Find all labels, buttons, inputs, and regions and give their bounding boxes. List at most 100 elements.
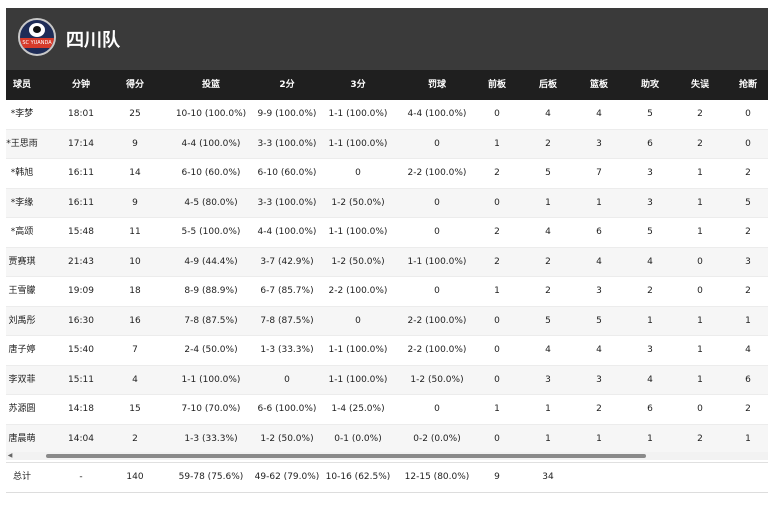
- column-header-turnovers[interactable]: 失误: [690, 80, 709, 90]
- cell-player[interactable]: 贾赛琪: [8, 256, 36, 267]
- cell-ft: 2-2 (100.0%): [407, 168, 467, 178]
- cell-player[interactable]: 刘禹彤: [8, 315, 36, 326]
- cell-points: 16: [129, 315, 141, 326]
- cell-steals: 2: [745, 168, 751, 178]
- cell-steals: 6: [745, 374, 751, 385]
- column-header-two-pt[interactable]: 2分: [279, 80, 295, 90]
- cell-points: 9: [132, 138, 138, 149]
- cell-turnovers: 2: [697, 433, 703, 444]
- cell-def-reb: 1: [545, 433, 551, 444]
- column-header-def-reb[interactable]: 后板: [538, 80, 557, 90]
- column-header-rebounds[interactable]: 篮板: [589, 80, 608, 90]
- cell-player[interactable]: *王思雨: [6, 138, 38, 149]
- cell-off-reb: 0: [494, 109, 500, 119]
- cell-player[interactable]: 苏源圆: [8, 404, 36, 414]
- cell-two-pt: 6-6 (100.0%): [257, 404, 317, 414]
- player-rows: *李梦 18:01 25 10-10 (100.0%) 9-9 (100.0%) 1-1 …: [6, 100, 768, 454]
- cell-player[interactable]: 王雪朦: [8, 286, 36, 296]
- scroll-thumb[interactable]: [46, 454, 646, 458]
- cell-player[interactable]: *韩旭: [10, 168, 34, 178]
- cell-two-pt: 3-7 (42.9%): [260, 256, 314, 267]
- cell-three-pt: 1-2 (50.0%): [331, 256, 385, 267]
- table-row: 唐子婷 15:40 7 2-4 (50.0%) 1-3 (33.3%) 1-1 (100.…: [6, 336, 768, 366]
- cell-ft: 0: [434, 227, 440, 237]
- cell-assists: 3: [647, 168, 653, 178]
- table-row: 刘禹彤 16:30 16 7-8 (87.5%) 7-8 (87.5%) 0 2-2 (10…: [6, 306, 768, 336]
- cell-rebounds: 1: [596, 197, 602, 208]
- cell-assists: 6: [647, 138, 653, 149]
- cell-steals: 2: [745, 286, 751, 296]
- totals-rebounds: [579, 463, 619, 492]
- cell-turnovers: 1: [697, 345, 703, 355]
- team-logo: SC YUANDA: [18, 18, 56, 56]
- cell-points: 15: [129, 404, 141, 414]
- cell-fg: 5-5 (100.0%): [181, 227, 241, 237]
- cell-points: 18: [129, 286, 141, 296]
- cell-three-pt: 1-1 (100.0%): [328, 227, 388, 237]
- cell-rebounds: 6: [596, 227, 602, 237]
- cell-minutes: 14:18: [68, 404, 94, 414]
- cell-assists: 6: [647, 404, 653, 414]
- cell-assists: 2: [647, 286, 653, 296]
- cell-fg: 7-10 (70.0%): [181, 404, 241, 414]
- table-row: 苏源圆 14:18 15 7-10 (70.0%) 6-6 (100.0%) 1-4 (2…: [6, 395, 768, 425]
- cell-turnovers: 1: [697, 227, 703, 237]
- cell-def-reb: 4: [545, 345, 551, 355]
- cell-steals: 2: [745, 227, 751, 237]
- cell-two-pt: 1-2 (50.0%): [260, 433, 314, 444]
- cell-turnovers: 2: [697, 109, 703, 119]
- table-row: 李双菲 15:11 4 1-1 (100.0%) 0 1-1 (100.0%) 1-2 (5…: [6, 365, 768, 395]
- cell-assists: 3: [647, 345, 653, 355]
- cell-ft: 0: [434, 138, 440, 149]
- column-header-assists[interactable]: 助攻: [640, 80, 659, 90]
- cell-two-pt: 6-10 (60.0%): [257, 168, 317, 178]
- table-row: 贾赛琪 21:43 10 4-9 (44.4%) 3-7 (42.9%) 1-2 (50.…: [6, 247, 768, 277]
- cell-minutes: 15:11: [68, 374, 94, 385]
- cell-three-pt: 1-4 (25.0%): [331, 404, 385, 414]
- cell-points: 25: [129, 109, 141, 119]
- divider: [6, 492, 768, 493]
- cell-rebounds: 5: [596, 315, 602, 326]
- cell-player[interactable]: *李缘: [10, 197, 34, 208]
- cell-minutes: 14:04: [68, 433, 94, 444]
- column-header-off-reb[interactable]: 前板: [487, 80, 506, 90]
- cell-two-pt: 7-8 (87.5%): [260, 315, 314, 326]
- horizontal-scrollbar[interactable]: ◀: [6, 452, 768, 460]
- cell-def-reb: 4: [545, 109, 551, 119]
- cell-fg: 10-10 (100.0%): [175, 109, 247, 119]
- cell-two-pt: 4-4 (100.0%): [257, 227, 317, 237]
- column-header-ft[interactable]: 罚球: [427, 80, 446, 90]
- column-header-three-pt[interactable]: 3分: [350, 80, 366, 90]
- cell-player[interactable]: 唐晨萌: [8, 433, 36, 444]
- scroll-left-icon[interactable]: ◀: [7, 452, 13, 459]
- cell-def-reb: 4: [545, 227, 551, 237]
- cell-minutes: 17:14: [68, 138, 94, 149]
- column-header-fg[interactable]: 投篮: [201, 80, 220, 90]
- cell-steals: 2: [745, 404, 751, 414]
- totals-steals: [728, 463, 768, 492]
- totals-assists: [630, 463, 670, 492]
- totals-row: 总计 - 140 59-78 (75.6%) 49-62 (79.0%) 10-16 (6…: [6, 462, 768, 493]
- cell-fg: 6-10 (60.0%): [181, 168, 241, 178]
- cell-fg: 4-5 (80.0%): [184, 197, 238, 208]
- cell-points: 2: [132, 433, 138, 444]
- totals-def-reb: 34: [542, 472, 554, 482]
- totals-two-pt: 49-62 (79.0%): [254, 472, 320, 482]
- column-header-steals[interactable]: 抢断: [738, 80, 757, 90]
- cell-minutes: 21:43: [68, 256, 94, 267]
- cell-steals: 0: [745, 109, 751, 119]
- column-header-points[interactable]: 得分: [125, 80, 144, 90]
- cell-player[interactable]: 唐子婷: [8, 345, 36, 355]
- cell-off-reb: 2: [494, 168, 500, 178]
- column-header-player[interactable]: 球员: [12, 80, 31, 90]
- cell-fg: 4-4 (100.0%): [181, 138, 241, 149]
- cell-three-pt: 1-1 (100.0%): [328, 138, 388, 149]
- cell-player[interactable]: 李双菲: [8, 374, 36, 385]
- cell-def-reb: 1: [545, 197, 551, 208]
- cell-player[interactable]: *李梦: [10, 109, 34, 119]
- cell-minutes: 19:09: [68, 286, 94, 296]
- cell-off-reb: 1: [494, 138, 500, 149]
- cell-points: 9: [132, 197, 138, 208]
- cell-player[interactable]: *高颂: [10, 227, 34, 237]
- column-header-minutes[interactable]: 分钟: [71, 80, 90, 90]
